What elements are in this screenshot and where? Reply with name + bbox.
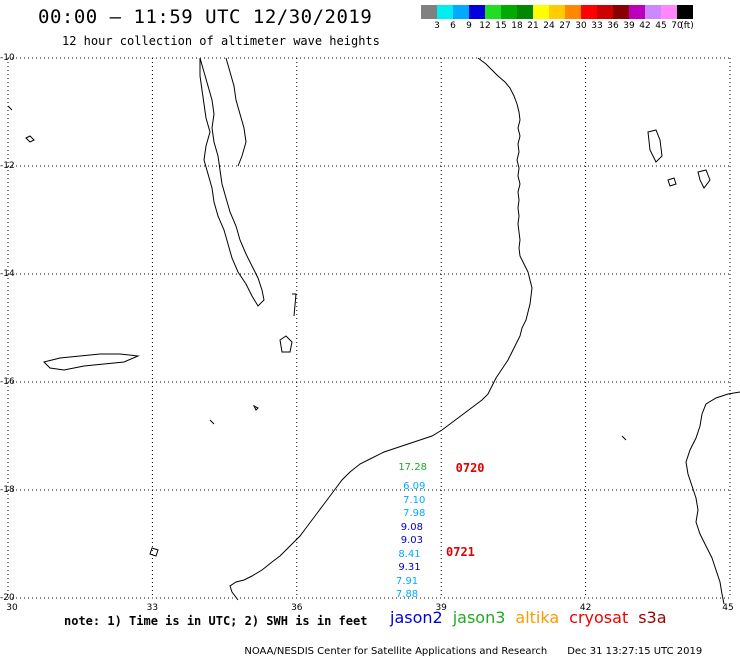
legend-swatch	[469, 5, 485, 19]
legend-swatch	[533, 5, 549, 19]
latitude-label: -16	[0, 377, 15, 387]
latitude-label: -10	[0, 53, 15, 63]
grid-lines	[7, 57, 731, 599]
legend-label: 42	[639, 21, 651, 31]
satellite-label-cryosat: cryosat	[569, 608, 629, 627]
islet-6	[667, 177, 677, 187]
islet-3	[252, 404, 259, 411]
latitude-label: -18	[0, 485, 15, 495]
map-subtitle: 12 hour collection of altimeter wave hei…	[62, 34, 380, 48]
longitude-label: 36	[291, 603, 303, 613]
legend-label: 27	[559, 21, 571, 31]
pass-time-label: 0721	[446, 545, 475, 560]
note-text: note: 1) Time is in UTC; 2) SWH is in fe…	[64, 614, 368, 628]
wave-height-value: 7.98	[403, 508, 426, 520]
east-coastline	[229, 57, 533, 601]
wave-height-legend: 3 6 9 12 15 18 21 24 27 30 33 36 39 42 45 70 (ft)	[421, 5, 740, 33]
legend-swatch	[629, 5, 645, 19]
footer: NOAA/NESDIS Center for Satellite Applica…	[238, 635, 702, 657]
wave-height-value: 8.41	[398, 548, 421, 560]
islet-5	[149, 547, 159, 557]
legend-swatch	[453, 5, 469, 19]
legend-swatch	[581, 5, 597, 19]
satellite-label-jason3: jason3	[452, 608, 506, 627]
legend-label: (ft)	[680, 21, 694, 31]
coastlines	[7, 57, 740, 605]
legend-label: 33	[591, 21, 603, 31]
islet-2	[7, 105, 13, 111]
latitude-label: -20	[0, 593, 15, 603]
wave-height-value: 7.88	[395, 589, 419, 601]
longitude-label: 39	[435, 603, 447, 613]
wave-height-value: 6.09	[403, 481, 426, 493]
footer-credit: NOAA/NESDIS Center for Satellite Applica…	[244, 646, 548, 657]
legend-label: 9	[466, 21, 472, 31]
legend-swatch	[661, 5, 677, 19]
lake-malawi	[199, 57, 265, 307]
wave-height-value: 17.28	[398, 462, 427, 474]
lake-chilwa	[279, 335, 293, 353]
lake-bangweulu	[43, 353, 140, 371]
legend-swatch	[501, 5, 517, 19]
legend-label: 24	[543, 21, 555, 31]
legend-label: 6	[450, 21, 456, 31]
legend-swatch	[565, 5, 581, 19]
legend-label: 30	[575, 21, 587, 31]
legend-label: 18	[511, 21, 523, 31]
mayotte-island	[697, 169, 711, 189]
legend-label: 15	[495, 21, 507, 31]
latitude-label: -14	[0, 269, 15, 279]
legend-label: 21	[527, 21, 539, 31]
longitude-label: 30	[6, 603, 18, 613]
legend-swatches	[421, 5, 740, 19]
legend-label: 45	[655, 21, 667, 31]
wave-height-value: 7.91	[395, 575, 419, 587]
legend-label: 70	[671, 21, 683, 31]
comoros-island	[647, 129, 663, 163]
satellite-label-altika: altika	[515, 608, 560, 627]
pass-time-label: 0720	[455, 461, 485, 476]
longitude-label: 33	[146, 603, 159, 613]
satellite-label-jason2: jason2	[390, 608, 443, 627]
wave-height-value: 7.10	[403, 494, 426, 506]
latitude-label: -12	[0, 161, 15, 171]
legend-label: 39	[623, 21, 635, 31]
footer-timestamp: Dec 31 13:27:15 UTC 2019	[567, 646, 703, 657]
legend-labels: 3 6 9 12 15 18 21 24 27 30 33 36 39 42 45 70 (ft)	[421, 19, 740, 33]
legend-label: 12	[479, 21, 491, 31]
islet-7	[621, 435, 627, 441]
legend-swatch	[677, 5, 693, 19]
legend-swatch	[437, 5, 453, 19]
satellite-label-s3a: s3a	[638, 608, 667, 627]
satellite-legend: jason2 jason3 altika cryosat s3a	[390, 608, 677, 627]
lake-malawi-upper	[225, 57, 247, 167]
legend-swatch	[549, 5, 565, 19]
wave-height-value: 9.08	[400, 521, 423, 533]
legend-swatch	[597, 5, 613, 19]
legend-swatch	[485, 5, 501, 19]
longitude-label: 42	[579, 603, 592, 613]
wave-height-value: 9.03	[400, 535, 423, 547]
legend-label: 36	[607, 21, 619, 31]
map-title: 00:00 – 11:59 UTC 12/30/2019	[38, 6, 373, 28]
wave-height-value: 9.31	[398, 562, 421, 574]
islet-4	[209, 419, 215, 425]
legend-swatch	[613, 5, 629, 19]
islet-1	[25, 135, 35, 143]
legend-label: 3	[434, 21, 440, 31]
legend-swatch	[645, 5, 661, 19]
legend-swatch	[517, 5, 533, 19]
longitude-label: 45	[722, 603, 734, 613]
madagascar-coast	[685, 391, 740, 605]
lake-fragment	[292, 293, 297, 317]
legend-swatch	[421, 5, 437, 19]
